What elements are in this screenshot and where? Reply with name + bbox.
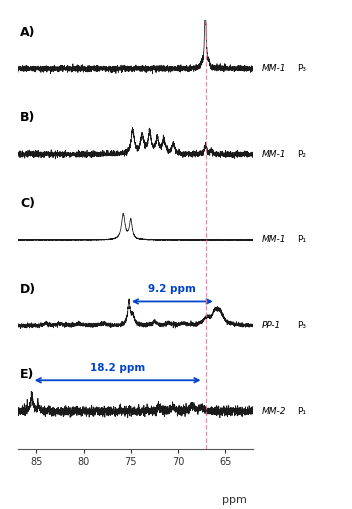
Text: C): C) [20,196,35,210]
Text: MM-1: MM-1 [262,150,287,158]
Text: P₃: P₃ [297,321,307,329]
Text: E): E) [20,367,34,381]
Text: P₂: P₂ [297,150,307,158]
Text: B): B) [20,111,35,124]
Text: PP-1: PP-1 [262,321,282,329]
Text: P₁: P₁ [297,235,307,244]
Text: MM-1: MM-1 [262,235,287,244]
Text: MM-1: MM-1 [262,64,287,73]
Text: D): D) [20,282,36,295]
Text: P₃: P₃ [297,64,307,73]
Text: MM-2: MM-2 [262,406,287,415]
Text: 9.2 ppm: 9.2 ppm [149,284,196,293]
Text: 18.2 ppm: 18.2 ppm [90,362,145,372]
Text: A): A) [20,25,36,39]
Text: P₁: P₁ [297,406,307,415]
Text: ppm: ppm [221,494,246,504]
